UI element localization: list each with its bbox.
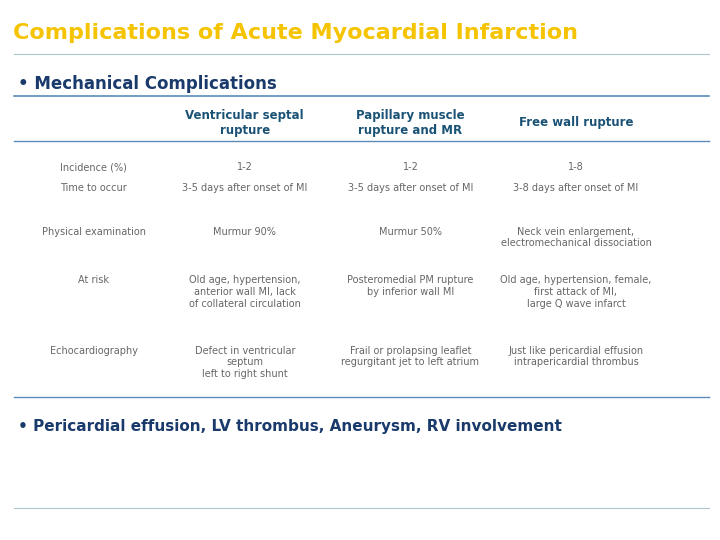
Text: 1-8: 1-8 [568, 162, 584, 172]
Text: Echocardiography: Echocardiography [50, 346, 138, 356]
Text: • Mechanical Complications: • Mechanical Complications [18, 75, 276, 93]
Text: Physical examination: Physical examination [42, 227, 145, 237]
Text: Defect in ventricular
septum
left to right shunt: Defect in ventricular septum left to rig… [194, 346, 295, 379]
Text: Free wall rupture: Free wall rupture [518, 116, 634, 129]
Text: Time to occur: Time to occur [60, 183, 127, 193]
Text: Neck vein enlargement,
electromechanical dissociation: Neck vein enlargement, electromechanical… [500, 227, 652, 248]
Text: 3-5 days after onset of MI: 3-5 days after onset of MI [182, 183, 307, 193]
Text: Just like pericardial effusion
intrapericardial thrombus: Just like pericardial effusion intraperi… [508, 346, 644, 367]
Text: Papillary muscle
rupture and MR: Papillary muscle rupture and MR [356, 109, 464, 137]
Text: Murmur 90%: Murmur 90% [213, 227, 276, 237]
Text: Posteromedial PM rupture
by inferior wall MI: Posteromedial PM rupture by inferior wal… [347, 275, 474, 297]
Text: • Pericardial effusion, LV thrombus, Aneurysm, RV involvement: • Pericardial effusion, LV thrombus, Ane… [18, 418, 562, 434]
Text: Incidence (%): Incidence (%) [60, 162, 127, 172]
Text: 1-2: 1-2 [402, 162, 418, 172]
Text: Ventricular septal
rupture: Ventricular septal rupture [186, 109, 304, 137]
Text: Old age, hypertension,
anterior wall MI, lack
of collateral circulation: Old age, hypertension, anterior wall MI,… [189, 275, 301, 308]
Text: At risk: At risk [78, 275, 109, 286]
Text: Frail or prolapsing leaflet
regurgitant jet to left atrium: Frail or prolapsing leaflet regurgitant … [341, 346, 480, 367]
Text: 3-8 days after onset of MI: 3-8 days after onset of MI [513, 183, 639, 193]
Text: Complications of Acute Myocardial Infarction: Complications of Acute Myocardial Infarc… [13, 23, 578, 44]
Text: Old age, hypertension, female,
first attack of MI,
large Q wave infarct: Old age, hypertension, female, first att… [500, 275, 652, 308]
Text: 3-5 days after onset of MI: 3-5 days after onset of MI [348, 183, 473, 193]
Text: Murmur 50%: Murmur 50% [379, 227, 442, 237]
Text: 1-2: 1-2 [237, 162, 253, 172]
